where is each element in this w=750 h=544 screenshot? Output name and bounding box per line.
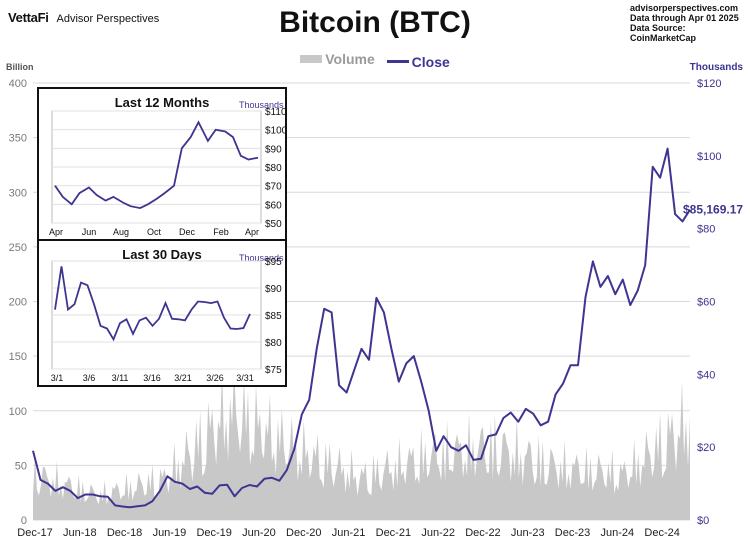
inset-12-chart: $50 $60 $70 $80 $90 $100 $110 Apr Jun Aug Oct Dec Fe… xyxy=(49,107,285,237)
inset-12-units: Thousands xyxy=(239,100,284,110)
x-tick-label: Dec-17 xyxy=(17,527,52,539)
left-tick-label: 150 xyxy=(9,351,27,363)
inset-y-tick-label: $70 xyxy=(265,182,282,193)
source-line: advisorperspectives.com xyxy=(630,3,739,13)
legend: Volume Close xyxy=(0,50,750,70)
inset-30-line xyxy=(54,266,251,342)
inset-x-tick-label: Feb xyxy=(213,227,229,237)
x-tick-label: Dec-20 xyxy=(286,527,321,539)
x-tick-label: Dec-24 xyxy=(644,527,679,539)
x-tick-label: Dec-23 xyxy=(555,527,590,539)
last-value-label: $85,169.17 xyxy=(683,203,743,217)
inset-x-tick-label: 3/1 xyxy=(51,373,64,383)
left-tick-label: 0 xyxy=(21,515,27,527)
left-tick-label: 100 xyxy=(9,406,27,418)
right-tick-label: $100 xyxy=(697,151,721,163)
right-tick-label: $40 xyxy=(697,369,715,381)
x-tick-label: Dec-19 xyxy=(196,527,231,539)
inset-y-tick-label: $60 xyxy=(265,200,282,211)
inset-12-line xyxy=(54,120,259,210)
x-tick-label: Jun-18 xyxy=(63,527,97,539)
left-tick-label: 400 xyxy=(9,78,27,90)
left-tick-label: 350 xyxy=(9,133,27,145)
volume-area xyxy=(33,367,690,520)
right-tick-label: $20 xyxy=(697,442,715,454)
inset-30-chart: $75 $80 $85 $90 $95 3/1 3/6 3/11 3/16 3/21 3/26 3/3… xyxy=(51,257,282,383)
x-tick-label: Jun-19 xyxy=(153,527,187,539)
source-note: advisorperspectives.com Data through Apr… xyxy=(630,3,742,43)
left-tick-label: 50 xyxy=(15,460,27,472)
inset-y-tick-label: $110 xyxy=(265,107,285,118)
legend-volume-swatch xyxy=(300,55,323,63)
right-tick-label: $0 xyxy=(697,515,709,527)
right-tick-label: $120 xyxy=(697,78,721,90)
x-tick-label: Jun-21 xyxy=(332,527,366,539)
left-tick-label: 250 xyxy=(9,242,27,254)
x-tick-label: Dec-18 xyxy=(107,527,142,539)
inset-y-tick-label: $95 xyxy=(265,257,282,268)
inset-30-units: Thousands xyxy=(239,253,284,263)
x-tick-label: Jun-20 xyxy=(242,527,276,539)
left-tick-label: 200 xyxy=(9,297,27,309)
source-line: Data Source: CoinMarketCap xyxy=(630,23,697,43)
inset-x-tick-label: 3/11 xyxy=(112,373,129,383)
inset-y-tick-label: $80 xyxy=(265,338,282,349)
inset-x-tick-label: Apr xyxy=(49,227,63,237)
inset-x-tick-label: 3/21 xyxy=(174,373,192,383)
chart-title: Bitcoin (BTC) xyxy=(279,6,471,39)
inset-y-tick-label: $80 xyxy=(265,163,282,174)
inset-30-title: Last 30 Days xyxy=(122,247,202,262)
inset-30-days: Last 30 Days Thousands $75 $80 $85 $90 $95 3/… xyxy=(37,239,287,387)
legend-volume: Volume xyxy=(300,51,375,67)
x-tick-label: Jun-22 xyxy=(421,527,455,539)
brand-subtitle: Advisor Perspectives xyxy=(56,13,160,25)
inset-y-tick-label: $85 xyxy=(265,311,282,322)
inset-y-tick-label: $50 xyxy=(265,219,282,230)
inset-x-tick-label: Apr xyxy=(245,227,259,237)
inset-x-tick-label: 3/26 xyxy=(206,373,224,383)
inset-x-tick-label: Aug xyxy=(113,227,129,237)
inset-x-tick-label: Dec xyxy=(179,227,196,237)
close-line xyxy=(32,147,691,509)
inset-y-tick-label: $100 xyxy=(265,126,285,137)
legend-close: Close xyxy=(386,53,450,70)
x-tick-label: Dec-22 xyxy=(465,527,500,539)
left-axis-unit: Billion xyxy=(6,62,34,72)
right-tick-label: $60 xyxy=(697,297,715,309)
right-axis-unit: Thousands xyxy=(690,62,744,73)
brand-logo: VettaFi Advisor Perspectives xyxy=(8,10,159,25)
inset-y-tick-label: $90 xyxy=(265,284,282,295)
x-tick-label: Jun-24 xyxy=(601,527,635,539)
inset-y-tick-label: $90 xyxy=(265,144,282,155)
inset-x-tick-label: 3/31 xyxy=(236,373,254,383)
brand-name: VettaFi xyxy=(8,10,49,25)
legend-close-swatch xyxy=(386,60,409,63)
inset-y-tick-label: $75 xyxy=(265,365,282,376)
source-line: Data through Apr 01 2025 xyxy=(630,13,739,23)
x-tick-label: Jun-23 xyxy=(511,527,545,539)
legend-close-label: Close xyxy=(411,53,450,70)
x-tick-label: Dec-21 xyxy=(376,527,411,539)
right-tick-label: $80 xyxy=(697,224,715,236)
left-tick-label: 300 xyxy=(9,187,27,199)
inset-12-title: Last 12 Months xyxy=(114,95,210,110)
inset-x-tick-label: 3/6 xyxy=(83,373,96,383)
inset-12-months: Last 12 Months Thousands $50 $60 $70 $80 $90… xyxy=(37,87,287,241)
inset-x-tick-label: Oct xyxy=(147,227,162,237)
inset-x-tick-label: Jun xyxy=(82,227,97,237)
legend-volume-label: Volume xyxy=(325,51,375,67)
inset-x-tick-label: 3/16 xyxy=(143,373,161,383)
